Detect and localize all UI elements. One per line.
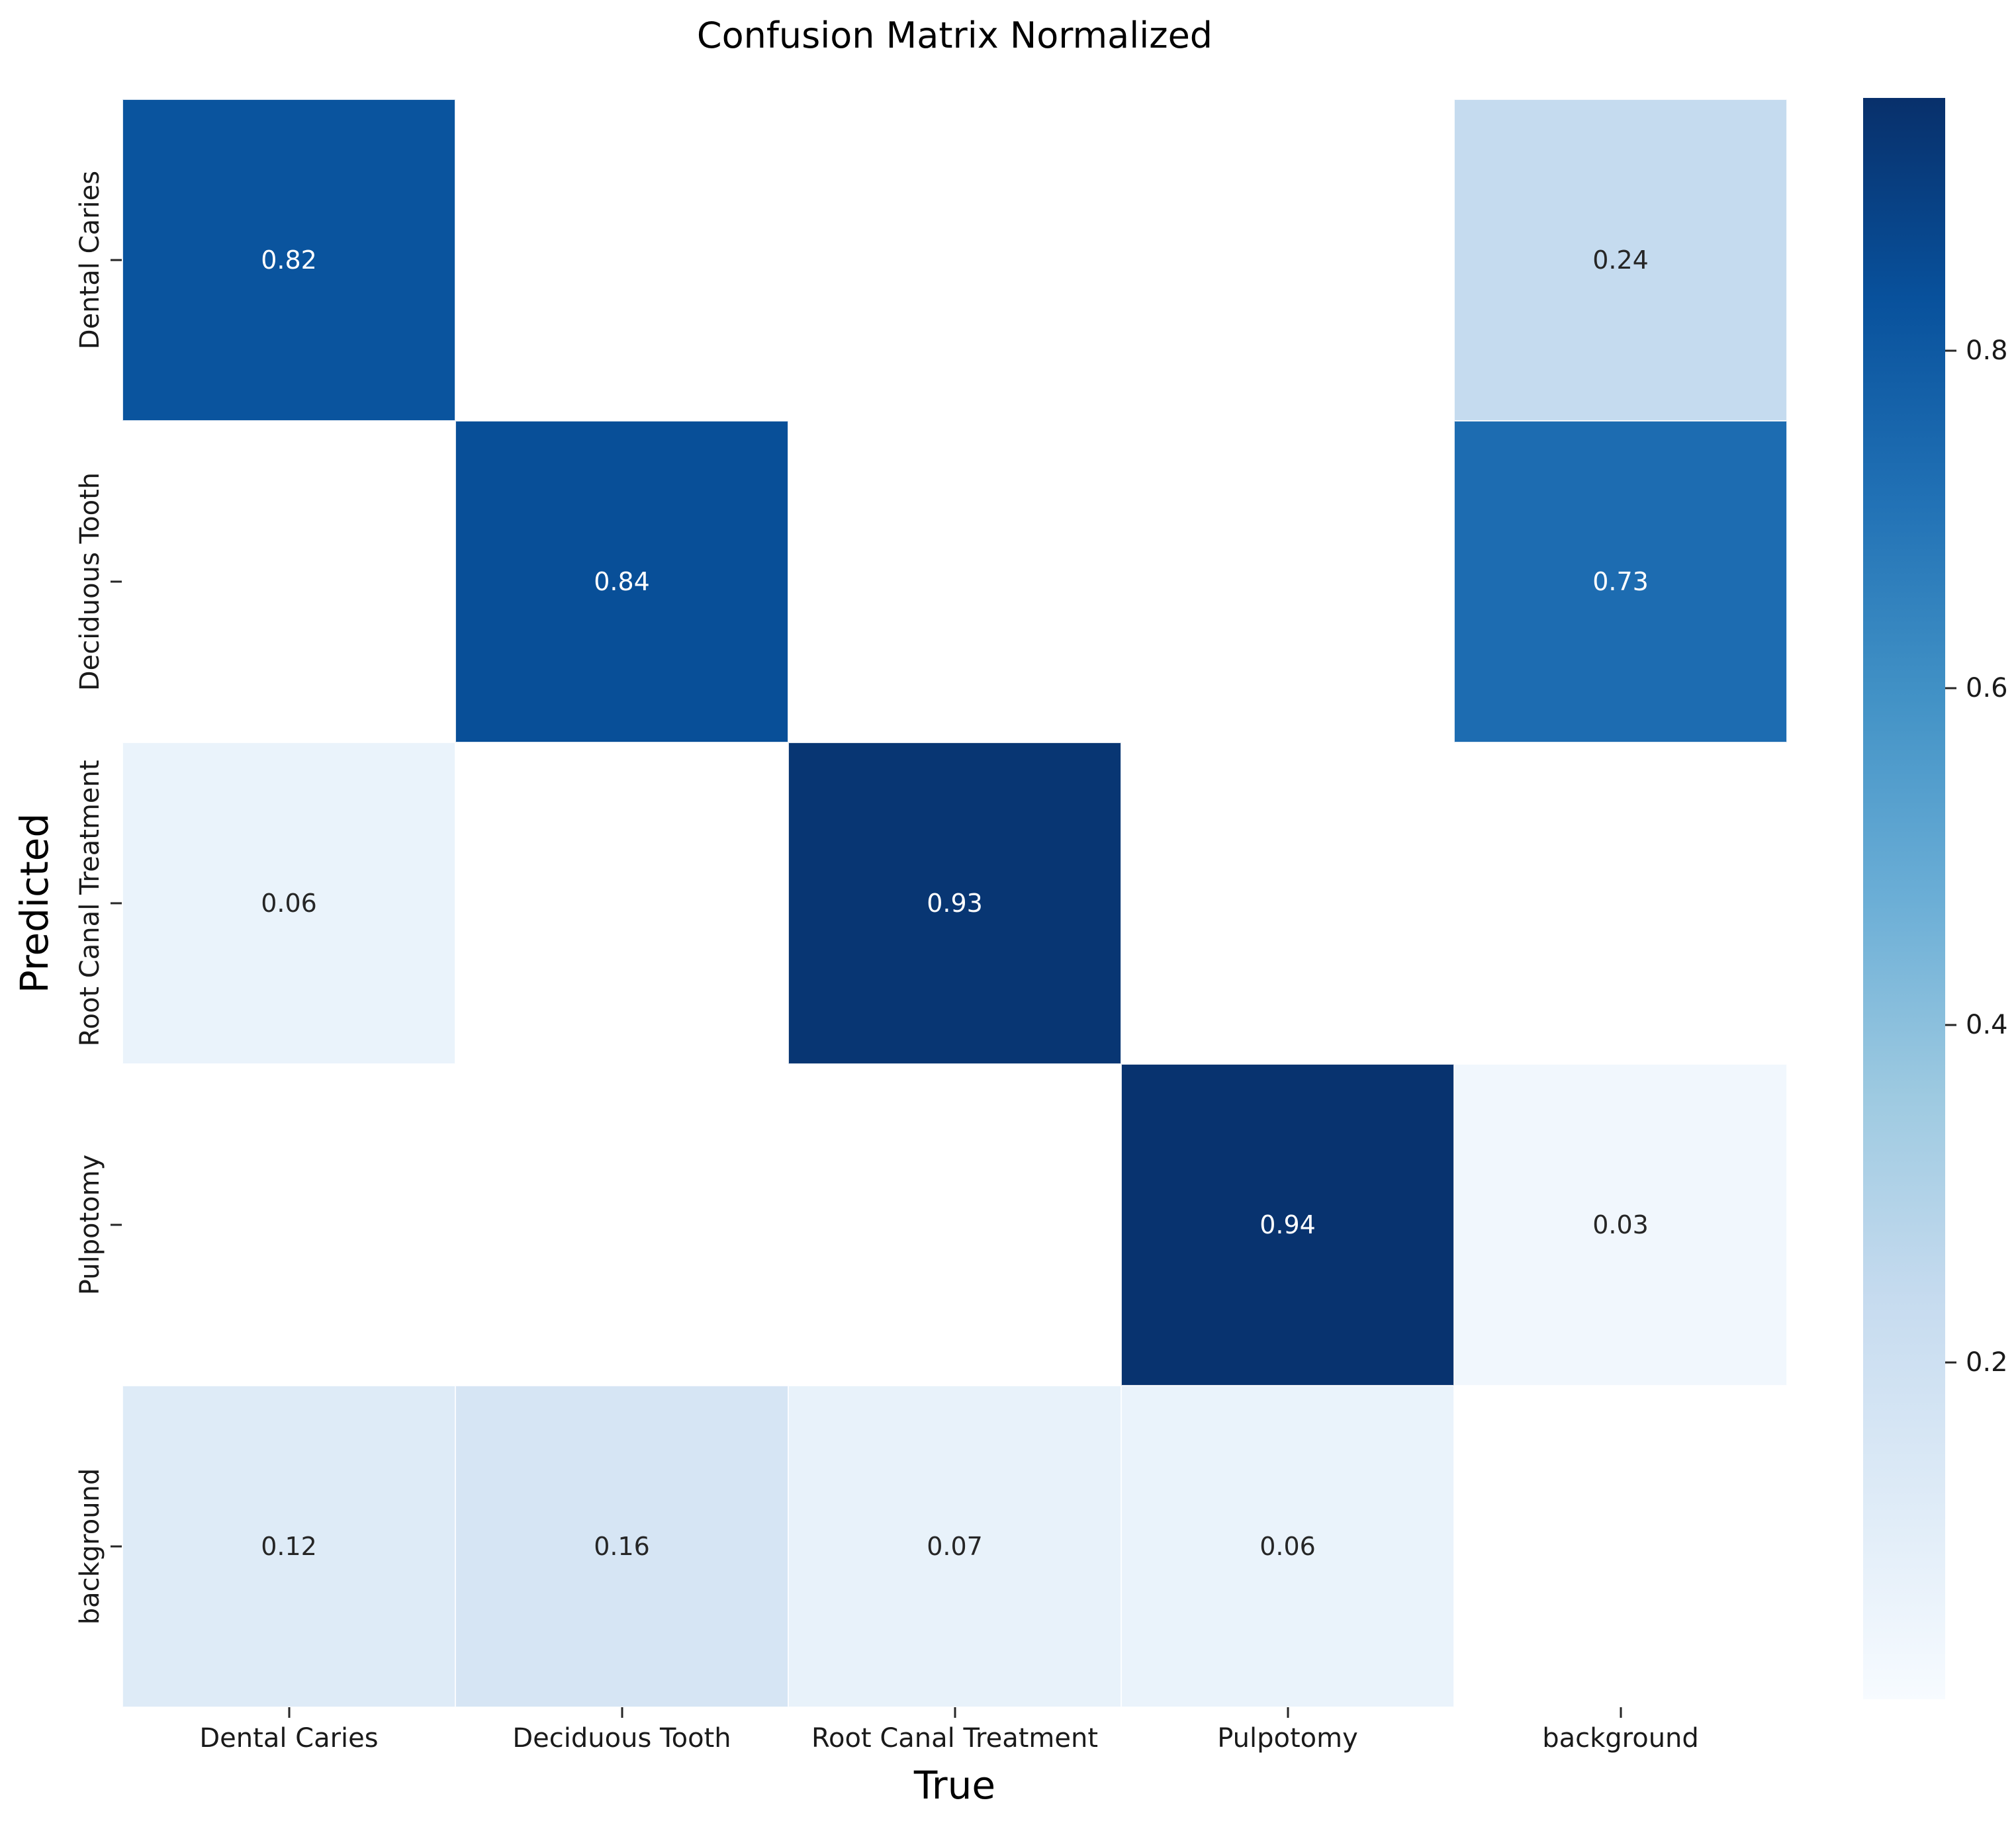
- cell-annotation: 0.24: [1592, 245, 1649, 275]
- x-tick-mark: [1287, 1707, 1289, 1718]
- x-tick-label: Deciduous Tooth: [512, 1723, 731, 1754]
- heatmap-cell: 0.07: [788, 1386, 1121, 1707]
- cell-annotation: 0.16: [594, 1532, 650, 1561]
- x-tick-mark: [954, 1707, 956, 1718]
- heatmap-cell: 0.06: [122, 742, 455, 1064]
- heatmap-cell: 0.06: [1121, 1386, 1454, 1707]
- heatmap-cell: 0.24: [1454, 99, 1787, 421]
- chart-title: Confusion Matrix Normalized: [696, 15, 1213, 56]
- y-tick-mark: [111, 902, 122, 905]
- y-tick-label: Root Canal Treatment: [75, 760, 105, 1047]
- cell-annotation: 0.93: [927, 889, 983, 918]
- y-tick-label: background: [75, 1468, 105, 1625]
- colorbar-tick-label: 0.8: [1966, 335, 2008, 367]
- x-tick-label: background: [1542, 1723, 1699, 1754]
- heatmap-cell: 0.82: [122, 99, 455, 421]
- colorbar-tick-label: 0.6: [1966, 672, 2008, 703]
- cell-annotation: 0.06: [261, 889, 317, 918]
- heatmap-cell: 0.94: [1121, 1064, 1454, 1386]
- x-tick-mark: [621, 1707, 623, 1718]
- heatmap-cell: 0.84: [455, 421, 788, 742]
- heatmap-cell: [788, 99, 1121, 421]
- colorbar-tick-mark: [1945, 349, 1956, 352]
- heatmap-cell: [788, 421, 1121, 742]
- x-axis-label: True: [913, 1763, 996, 1808]
- x-tick-mark: [1620, 1707, 1622, 1718]
- x-tick-label: Dental Caries: [199, 1723, 379, 1754]
- cell-annotation: 0.07: [927, 1532, 983, 1561]
- heatmap-cell: 0.73: [1454, 421, 1787, 742]
- colorbar-tick-mark: [1945, 1361, 1956, 1364]
- heatmap-cell: [1121, 421, 1454, 742]
- heatmap-cell: [455, 1064, 788, 1386]
- y-tick-mark: [111, 1224, 122, 1226]
- heatmap-cell: 0.12: [122, 1386, 455, 1707]
- cell-annotation: 0.82: [261, 245, 317, 275]
- heatmap-cell: 0.03: [1454, 1064, 1787, 1386]
- y-tick-mark: [111, 259, 122, 261]
- cell-annotation: 0.94: [1260, 1210, 1316, 1239]
- colorbar-tick-mark: [1945, 1024, 1956, 1026]
- colorbar-gradient: [1863, 98, 1945, 1699]
- colorbar-tick-mark: [1945, 687, 1956, 690]
- cell-annotation: 0.03: [1592, 1210, 1649, 1239]
- y-tick-label: Dental Caries: [75, 170, 105, 350]
- cell-annotation: 0.12: [261, 1532, 317, 1561]
- heatmap-cell: [1454, 742, 1787, 1064]
- heatmap-cell: [122, 1064, 455, 1386]
- heatmap-cell: [1454, 1386, 1787, 1707]
- heatmap-cell: 0.93: [788, 742, 1121, 1064]
- cell-annotation: 0.84: [594, 567, 650, 596]
- y-tick-mark: [111, 580, 122, 583]
- heatmap-cell: [455, 742, 788, 1064]
- y-tick-label: Pulpotomy: [75, 1154, 105, 1296]
- x-tick-label: Pulpotomy: [1217, 1723, 1358, 1754]
- heatmap-cell: [1121, 99, 1454, 421]
- heatmap-cell: [1121, 742, 1454, 1064]
- heatmap-cell: [122, 421, 455, 742]
- heatmap-cell: [788, 1064, 1121, 1386]
- cell-annotation: 0.06: [1260, 1532, 1316, 1561]
- colorbar-tick-label: 0.4: [1966, 1010, 2008, 1041]
- colorbar-tick-label: 0.2: [1966, 1347, 2008, 1378]
- x-tick-mark: [288, 1707, 290, 1718]
- cell-annotation: 0.73: [1592, 567, 1649, 596]
- heatmap-cell: 0.16: [455, 1386, 788, 1707]
- y-tick-mark: [111, 1545, 122, 1548]
- y-tick-label: Deciduous Tooth: [75, 472, 105, 691]
- heatmap-cell: [455, 99, 788, 421]
- x-tick-label: Root Canal Treatment: [811, 1723, 1099, 1754]
